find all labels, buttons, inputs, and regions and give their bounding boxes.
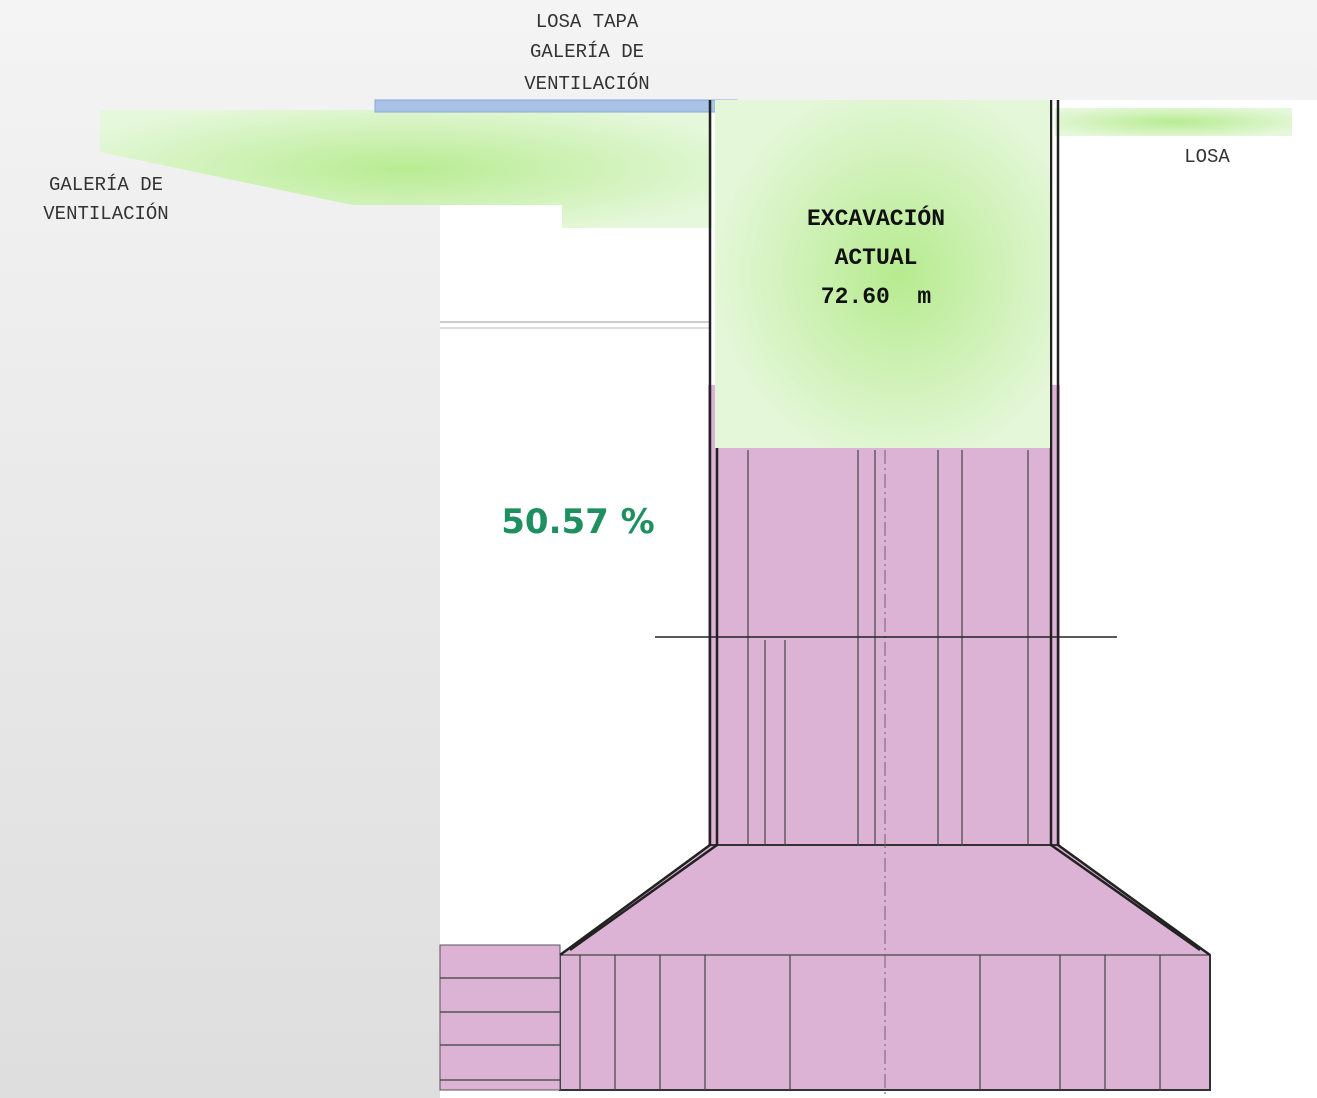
label: VENTILACIÓN <box>524 73 649 95</box>
label: LOSA <box>1184 146 1230 168</box>
label: GALERÍA DE <box>49 174 163 196</box>
label: 72.60 m <box>821 284 931 310</box>
label: GALERÍA DE <box>530 41 644 63</box>
losa-shape <box>1055 108 1292 136</box>
label: LOSA TAPA <box>536 11 639 33</box>
label: VENTILACIÓN <box>43 203 168 225</box>
diagram: LOSA TAPA GALERÍA DE VENTILACIÓN GALERÍA… <box>0 0 1317 1098</box>
tunnel <box>440 945 560 1090</box>
percentage: 50.57 % <box>501 502 654 542</box>
excavation-area <box>715 100 1050 448</box>
label: EXCAVACIÓN <box>807 204 945 232</box>
label: ACTUAL <box>835 245 918 271</box>
shaft-fill <box>708 385 1060 847</box>
losa-tapa-shape <box>375 100 737 112</box>
